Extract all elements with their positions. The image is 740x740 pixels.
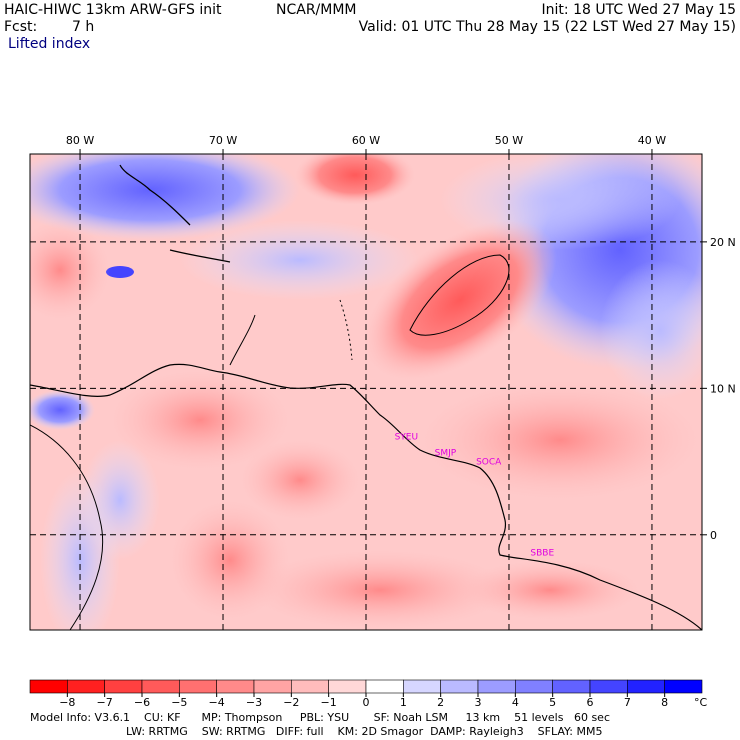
lon-label: 70 W [209,134,237,147]
colorbar-tick-label: 1 [399,696,407,709]
valid-time: Valid: 01 UTC Thu 28 May 15 (22 LST Wed … [358,19,736,35]
colorbar-tick-label: 3 [474,696,482,709]
colorbar-segment [291,679,329,694]
colorbar-tick-label: −5 [171,696,188,709]
init-time: Init: 18 UTC Wed 27 May 15 [541,2,736,18]
org-label: NCAR/MMM [276,2,357,18]
forecast-hours: 7 h [72,19,95,35]
colorbar-tick-label: −6 [133,696,151,709]
colorbar-tick-label: 7 [623,696,631,709]
colorbar-segment [253,679,292,694]
colorbar-segment [216,679,255,694]
station-label-smjp: SMJP [435,449,457,459]
colorbar-segment [664,679,703,694]
colorbar-segment [515,679,553,694]
lat-label: 20 N [710,236,736,249]
colorbar-tick-label: −3 [245,696,263,709]
colorbar-tick-label: 5 [549,696,557,709]
station-label-sbbe: SBBE [530,548,554,558]
colorbar-segment [589,679,628,694]
model-title: HAIC-HIWC 13km ARW-GFS init [4,2,222,18]
colorbar-unit: °C [694,696,708,709]
colorbar-segment [67,679,105,694]
colorbar-segment [141,679,180,694]
colorbar-tick-label: −4 [208,696,225,709]
colorbar-tick-label: −2 [283,696,300,709]
model-info-line1: Model Info: V3.6.1 CU: KF MP: Thompson P… [30,711,610,724]
colorbar-segment [552,679,591,694]
field-name: Lifted index [8,36,91,52]
colorbar-tick-label: 2 [437,696,445,709]
shaded-field [30,154,702,630]
colorbar-segment [477,679,516,694]
latitude-labels: 20 N 10 N 0 [710,236,736,542]
station-label-syeu: SYEU [395,433,418,443]
colorbar-tick-label: 0 [362,696,370,709]
colorbar-segment [104,679,143,694]
colorbar-tick-label: −1 [320,696,337,709]
model-info-line2: LW: RRTMG SW: RRTMG DIFF: full KM: 2D Sm… [126,725,603,738]
colorbar-segment [440,679,479,694]
colorbar-tick-label: 6 [586,696,594,709]
colorbar-tick-label: 4 [511,696,519,709]
longitude-labels: 80 W 70 W 60 W 50 W 40 W [66,134,666,147]
colorbar [29,679,703,697]
station-label-soca: SOCA [476,457,502,467]
colorbar-segment [365,679,404,694]
colorbar-segment [179,679,217,694]
lon-label: 60 W [352,134,380,147]
station-labels: SYEU SMJP SOCA SBBE [395,433,555,559]
lat-lon-grid [30,149,707,630]
colorbar-tick-label: −7 [96,696,113,709]
lon-label: 40 W [638,134,666,147]
lat-label: 0 [710,529,717,542]
colorbar-tick-label: −8 [59,696,76,709]
lat-label: 10 N [710,382,736,395]
colorbar-segment [627,679,665,694]
forecast-label: Fcst: [4,19,38,35]
colorbar-segment [328,679,367,694]
colorbar-segment [403,679,441,694]
colorbar-segment [29,679,68,694]
colorbar-tick-label: 8 [661,696,669,709]
lon-label: 80 W [66,134,94,147]
lon-label: 50 W [495,134,523,147]
